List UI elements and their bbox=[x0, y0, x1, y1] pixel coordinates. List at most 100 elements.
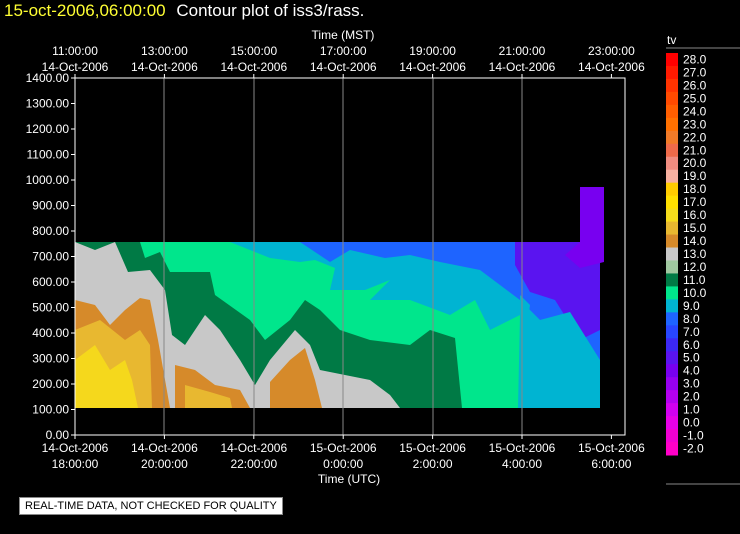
colorbar-level-label: 26.0 bbox=[683, 78, 707, 92]
bottom-axis: 14-Oct-2006 18:00:00 14-Oct-2006 20:00:00 14… bbox=[42, 435, 645, 486]
top-tick-date: 14-Oct-2006 bbox=[220, 60, 287, 74]
vertical-gridlines bbox=[163, 78, 523, 435]
colorbar-level-label: -2.0 bbox=[683, 442, 704, 456]
y-tick-label: 400.00 bbox=[32, 326, 69, 340]
colorbar-level-label: 27.0 bbox=[683, 65, 707, 79]
top-tick-time: 23:00:00 bbox=[588, 44, 635, 58]
colorbar-level-label: 23.0 bbox=[683, 117, 707, 131]
top-tick-date: 14-Oct-2006 bbox=[399, 60, 466, 74]
title-timestamp: 15-oct-2006,06:00:00 bbox=[4, 1, 166, 20]
colorbar-swatch bbox=[666, 156, 678, 171]
colorbar-swatch bbox=[666, 416, 678, 430]
colorbar-swatch bbox=[666, 312, 678, 326]
colorbar-swatch bbox=[666, 377, 678, 391]
plot-area bbox=[74, 77, 626, 436]
top-tick-time: 15:00:00 bbox=[230, 44, 277, 58]
colorbar-level-label: 10.0 bbox=[683, 286, 707, 300]
colorbar-swatch bbox=[666, 234, 678, 249]
colorbar-level-label: 11.0 bbox=[683, 273, 706, 287]
colorbar-swatches bbox=[666, 53, 678, 456]
colorbar-swatch bbox=[666, 130, 678, 145]
colorbar-level-label: 4.0 bbox=[683, 364, 700, 378]
colorbar-level-label: 18.0 bbox=[683, 182, 707, 196]
colorbar-level-label: 13.0 bbox=[683, 247, 707, 261]
colorbar-swatch bbox=[666, 182, 678, 197]
colorbar: tv 28.027.026.025.024.023.022.021.020.0 1… bbox=[666, 33, 740, 485]
colorbar-level-label: 25.0 bbox=[683, 91, 707, 105]
colorbar-swatch bbox=[666, 208, 678, 223]
bottom-tick-date: 15-Oct-2006 bbox=[578, 441, 645, 455]
colorbar-level-label: -1.0 bbox=[683, 429, 704, 443]
y-tick-label: 1300.00 bbox=[26, 97, 70, 111]
colorbar-swatch bbox=[666, 273, 678, 287]
colorbar-swatch bbox=[666, 247, 678, 261]
colorbar-swatch bbox=[666, 429, 678, 443]
colorbar-level-label: 8.0 bbox=[683, 312, 700, 326]
colorbar-swatch bbox=[666, 299, 678, 313]
y-tick-label: 1400.00 bbox=[26, 71, 70, 85]
colorbar-level-label: 0.0 bbox=[683, 416, 700, 430]
colorbar-swatch bbox=[666, 78, 678, 93]
bottom-axis-label: Time (UTC) bbox=[318, 472, 380, 486]
colorbar-level-label: 28.0 bbox=[683, 52, 707, 66]
y-tick-label: 0.00 bbox=[46, 428, 70, 442]
colorbar-swatch bbox=[666, 351, 678, 365]
colorbar-swatch bbox=[666, 286, 678, 300]
colorbar-swatch bbox=[666, 195, 678, 210]
colorbar-swatch bbox=[666, 91, 678, 106]
bottom-tick-date: 14-Oct-2006 bbox=[131, 441, 198, 455]
colorbar-swatch bbox=[666, 325, 678, 339]
colorbar-swatch bbox=[666, 442, 678, 456]
bottom-tick-time: 4:00:00 bbox=[502, 457, 542, 471]
y-tick-label: 1200.00 bbox=[26, 122, 70, 136]
top-tick-time: 17:00:00 bbox=[320, 44, 367, 58]
title-text: Contour plot of iss3/rass. bbox=[176, 1, 365, 20]
y-tick-label: 800.00 bbox=[32, 224, 69, 238]
y-tick-label: 700.00 bbox=[32, 250, 69, 264]
colorbar-level-label: 9.0 bbox=[683, 299, 700, 313]
bottom-tick-date: 14-Oct-2006 bbox=[220, 441, 287, 455]
top-tick-date: 14-Oct-2006 bbox=[578, 60, 645, 74]
quality-notice: REAL-TIME DATA, NOT CHECKED FOR QUALITY bbox=[19, 497, 283, 515]
bottom-tick-time: 22:00:00 bbox=[230, 457, 277, 471]
y-tick-label: 600.00 bbox=[32, 275, 69, 289]
y-tick-label: 1100.00 bbox=[27, 148, 70, 162]
top-axis-label: Time (MST) bbox=[312, 28, 375, 42]
colorbar-swatch bbox=[666, 390, 678, 404]
y-tick-label: 1000.00 bbox=[26, 173, 70, 187]
colorbar-level-label: 2.0 bbox=[683, 390, 700, 404]
colorbar-label: tv bbox=[667, 33, 676, 47]
colorbar-level-label: 21.0 bbox=[683, 143, 707, 157]
top-tick-date: 14-Oct-2006 bbox=[131, 60, 198, 74]
colorbar-swatch bbox=[666, 65, 678, 80]
colorbar-level-label: 6.0 bbox=[683, 338, 700, 352]
colorbar-level-label: 16.0 bbox=[683, 208, 707, 222]
y-tick-label: 200.00 bbox=[32, 377, 69, 391]
contour-band-yellow bbox=[75, 345, 138, 408]
top-tick-date: 14-Oct-2006 bbox=[42, 60, 109, 74]
top-axis-ticks: 11:00:00 14-Oct-2006 13:00:00 14-Oct-2006 15… bbox=[42, 44, 645, 78]
colorbar-swatch bbox=[666, 338, 678, 352]
colorbar-labels: 28.027.026.025.024.023.022.021.020.019.0… bbox=[683, 52, 707, 455]
top-tick-date: 14-Oct-2006 bbox=[310, 60, 377, 74]
colorbar-swatch bbox=[666, 117, 678, 132]
colorbar-level-label: 7.0 bbox=[683, 325, 700, 339]
colorbar-level-label: 24.0 bbox=[683, 104, 707, 118]
bottom-tick-date: 15-Oct-2006 bbox=[489, 441, 556, 455]
chart-title: 15-oct-2006,06:00:00 Contour plot of iss… bbox=[4, 1, 364, 21]
colorbar-swatch bbox=[666, 53, 678, 67]
colorbar-swatch bbox=[666, 260, 678, 274]
colorbar-level-label: 20.0 bbox=[683, 156, 707, 170]
contour-band-purple bbox=[565, 187, 604, 268]
top-axis: Time (MST) 11:00:00 14-Oct-2006 13:00:00 14… bbox=[42, 28, 645, 78]
top-tick-time: 19:00:00 bbox=[409, 44, 456, 58]
contour-fills bbox=[75, 187, 604, 408]
colorbar-swatch bbox=[666, 403, 678, 417]
colorbar-level-label: 14.0 bbox=[683, 234, 707, 248]
top-tick-time: 21:00:00 bbox=[499, 44, 546, 58]
colorbar-swatch bbox=[666, 104, 678, 119]
y-tick-label: 300.00 bbox=[32, 352, 69, 366]
colorbar-level-label: 3.0 bbox=[683, 377, 700, 391]
colorbar-level-label: 22.0 bbox=[683, 130, 707, 144]
